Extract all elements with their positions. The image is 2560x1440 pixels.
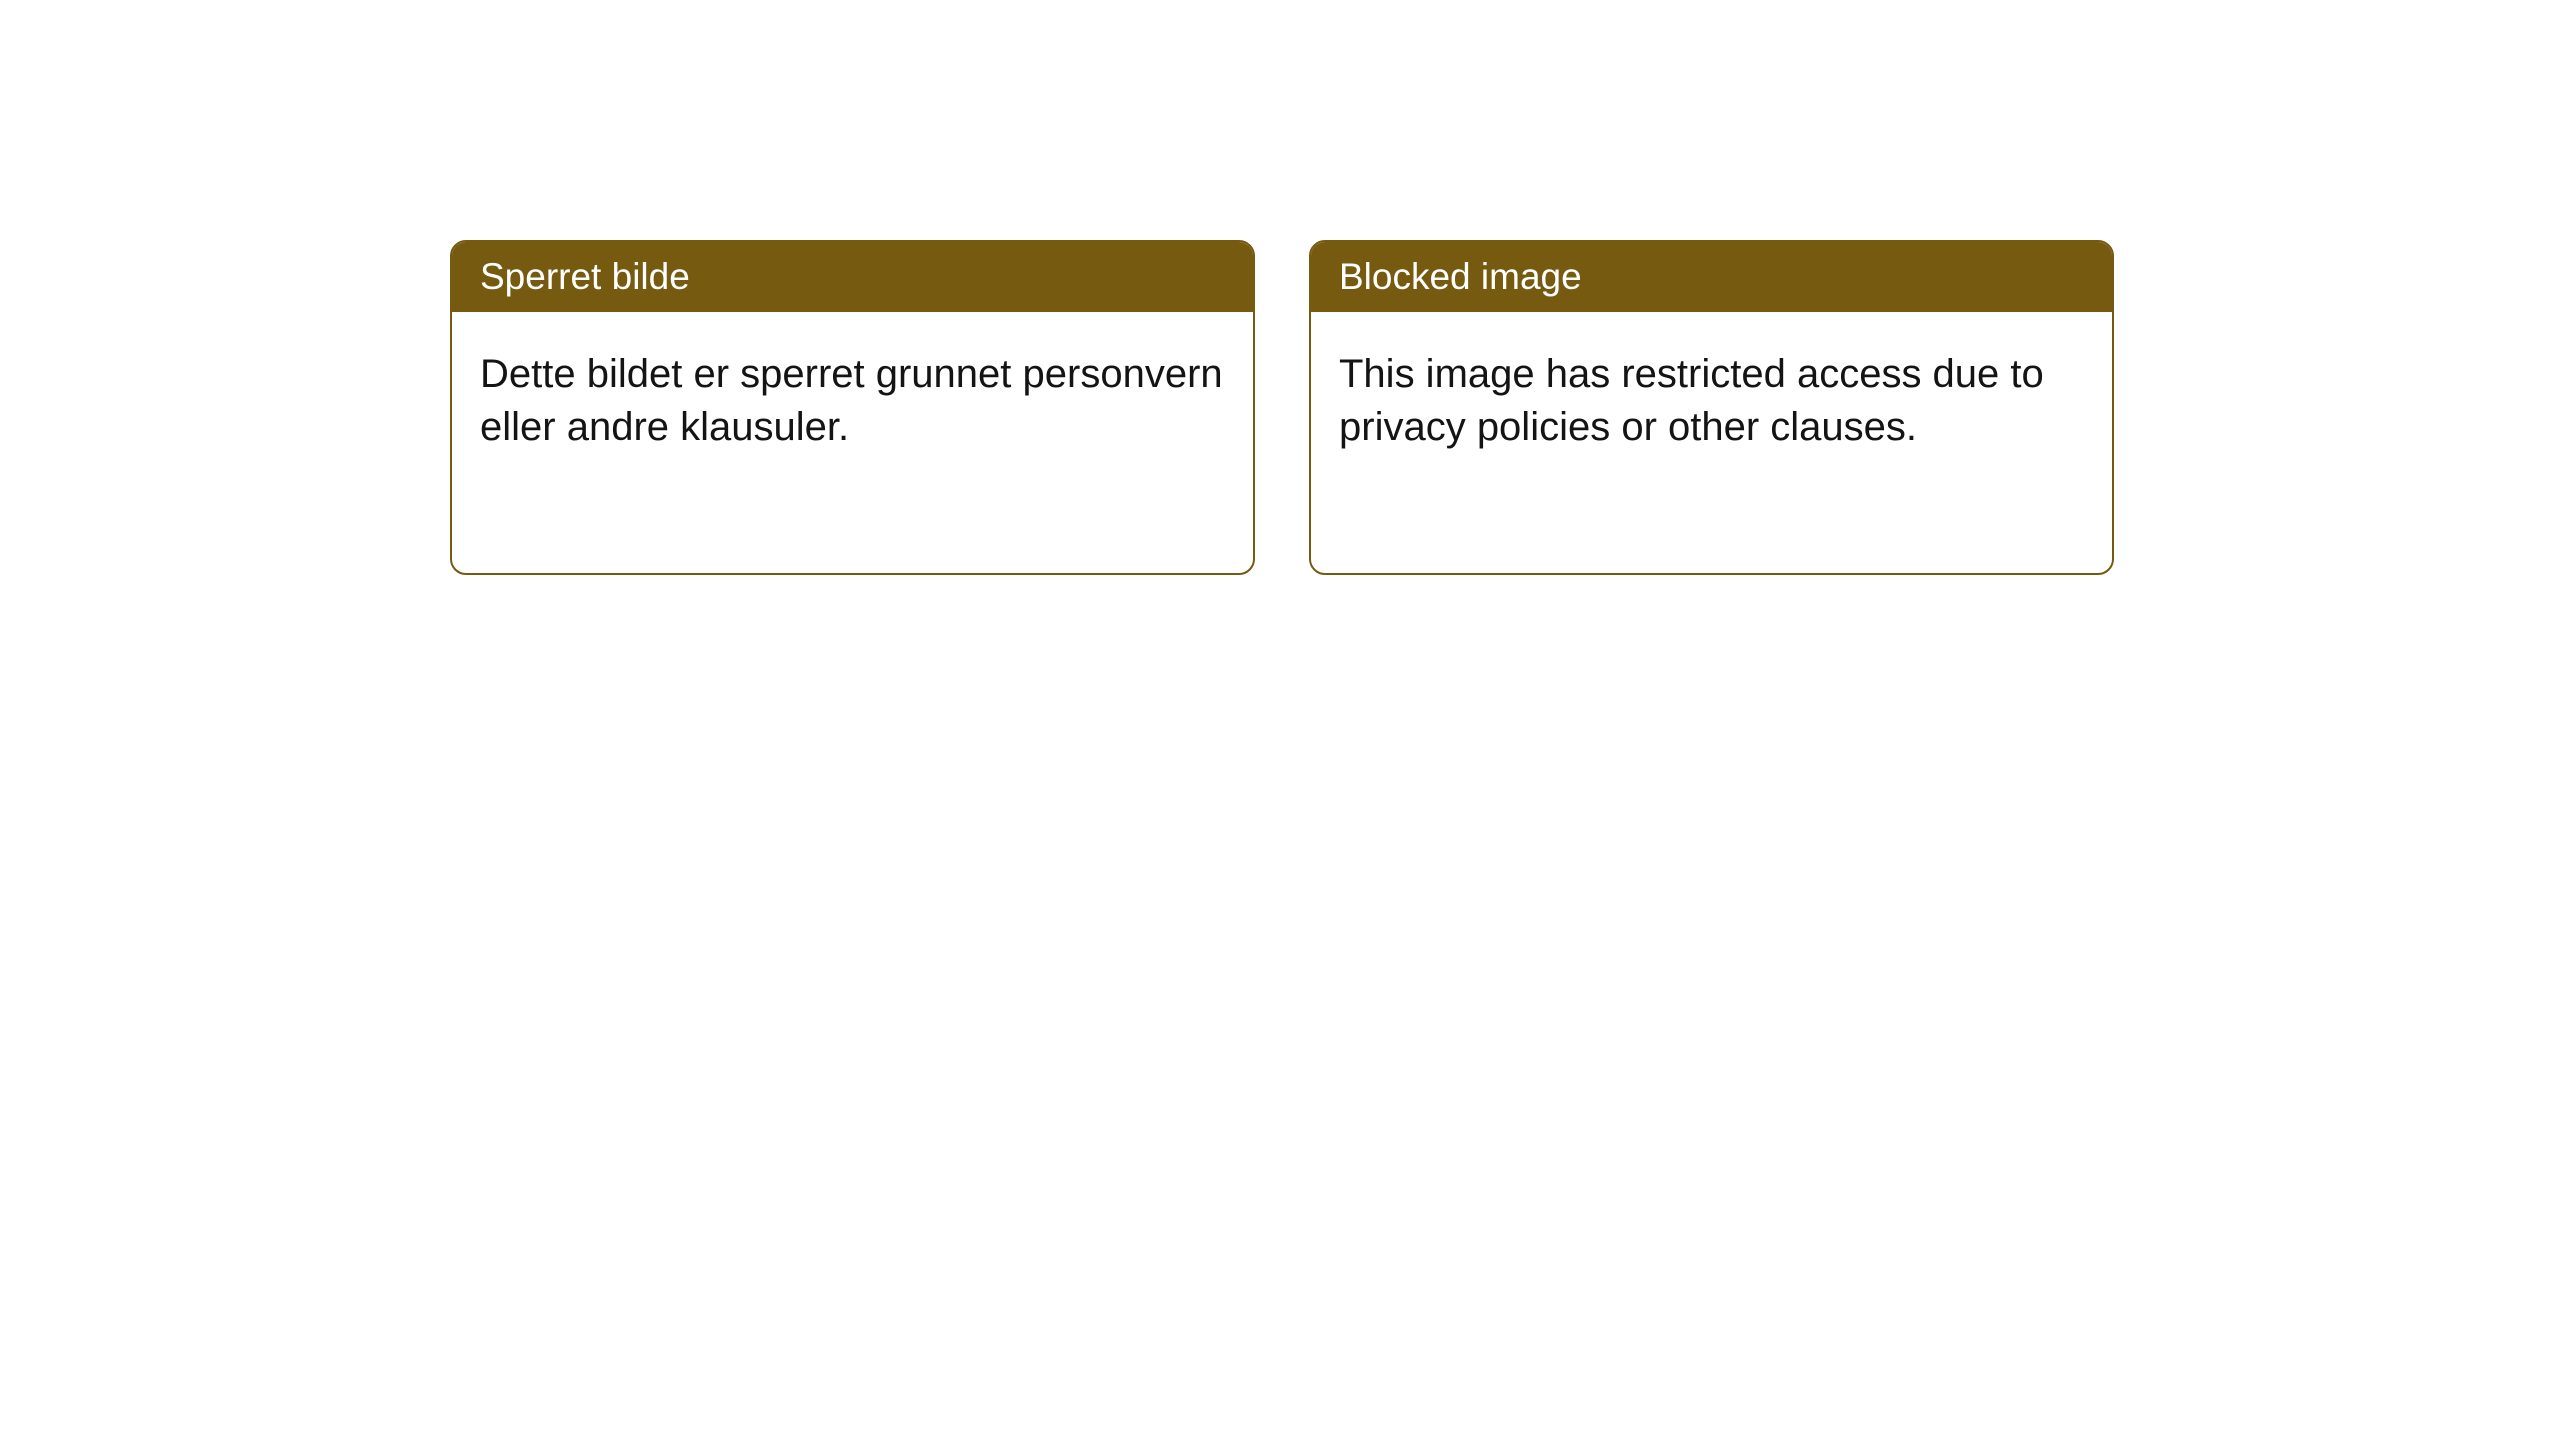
card-header: Sperret bilde: [452, 242, 1253, 312]
card-body: This image has restricted access due to …: [1311, 312, 2112, 490]
notice-card-no: Sperret bilde Dette bildet er sperret gr…: [450, 240, 1255, 575]
card-title: Sperret bilde: [480, 256, 690, 297]
card-body-text: Dette bildet er sperret grunnet personve…: [480, 352, 1223, 449]
card-body: Dette bildet er sperret grunnet personve…: [452, 312, 1253, 490]
card-header: Blocked image: [1311, 242, 2112, 312]
card-title: Blocked image: [1339, 256, 1582, 297]
card-body-text: This image has restricted access due to …: [1339, 352, 2044, 449]
notice-cards-container: Sperret bilde Dette bildet er sperret gr…: [450, 240, 2560, 575]
notice-card-en: Blocked image This image has restricted …: [1309, 240, 2114, 575]
